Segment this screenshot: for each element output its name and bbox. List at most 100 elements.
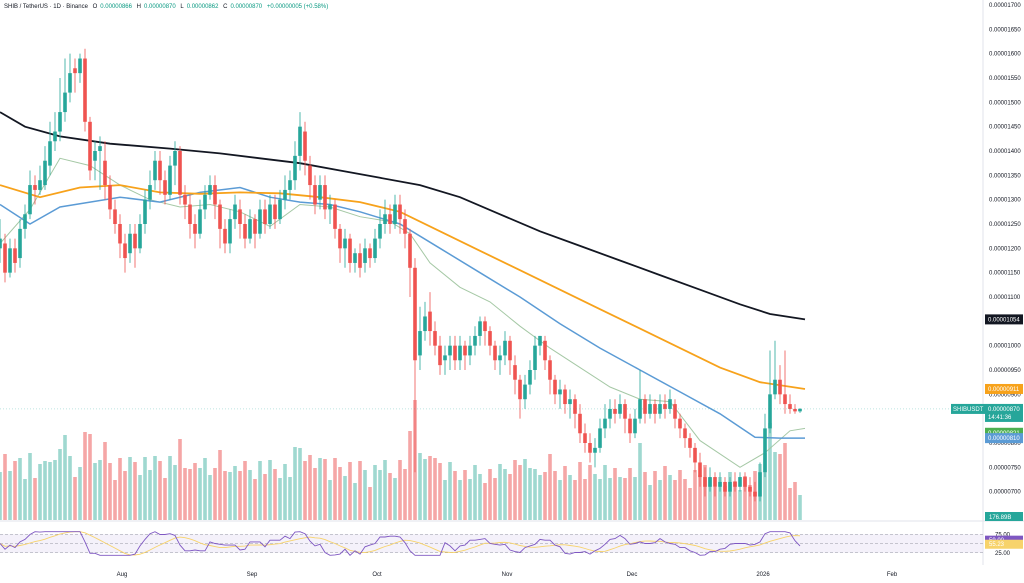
- candle-body: [728, 481, 732, 492]
- volume-bar: [183, 468, 187, 520]
- price-tick-label: 0.00001100: [989, 295, 1021, 301]
- volume-bar: [303, 461, 307, 520]
- rsi-level-label: 75.00: [995, 532, 1011, 538]
- price-tag-bg: [985, 433, 1023, 444]
- volume-bars: [0, 400, 802, 520]
- volume-bar: [778, 454, 782, 520]
- volume-bar: [448, 462, 452, 520]
- volume-bar: [123, 471, 127, 520]
- candle-body: [683, 428, 687, 439]
- volume-bar: [218, 450, 222, 520]
- volume-bar: [763, 453, 767, 520]
- volume-bar: [598, 479, 602, 520]
- volume-bar: [513, 460, 517, 520]
- price-tick-label: 0.00001600: [989, 52, 1021, 58]
- volume-bar: [498, 464, 502, 520]
- volume-bar: [593, 474, 597, 520]
- candle-body: [663, 404, 667, 409]
- volume-bar: [273, 469, 277, 520]
- candle-body: [48, 141, 52, 166]
- candle-body: [413, 267, 417, 361]
- candle-body: [228, 219, 232, 244]
- candle-body: [278, 199, 282, 220]
- volume-bar: [738, 490, 742, 520]
- volume-bar: [623, 478, 627, 520]
- candle-body: [283, 189, 287, 200]
- candle-body: [618, 404, 622, 414]
- price-tags: 0.00001054 0.00000911 SHIBUSDT 0.00000870 14…: [0, 314, 1023, 521]
- volume-bar: [543, 472, 547, 520]
- volume-bar: [248, 470, 252, 520]
- candle-body: [353, 253, 357, 263]
- candle-body: [133, 233, 137, 249]
- volume-bar: [663, 466, 667, 520]
- candle-body: [528, 370, 532, 385]
- candle-body: [708, 477, 712, 487]
- volume-bar: [108, 463, 112, 520]
- volume-bar: [43, 461, 47, 520]
- volume-tag: 176.89B: [989, 515, 1011, 521]
- volume-tag-bg: [985, 512, 1023, 521]
- candle-body: [418, 331, 422, 356]
- volume-bar: [18, 458, 22, 520]
- volume-bar: [423, 459, 427, 520]
- volume-bar: [178, 439, 182, 520]
- volume-bar: [263, 474, 267, 520]
- price-tick-label: 0.00000750: [989, 465, 1021, 471]
- candle-body: [103, 160, 107, 186]
- candle-body: [273, 204, 277, 220]
- candle-body: [563, 389, 567, 405]
- volume-bar: [158, 461, 162, 520]
- volume-bar: [58, 449, 62, 520]
- candle-body: [328, 204, 332, 210]
- candle-body: [648, 404, 652, 414]
- candle-body: [108, 185, 112, 210]
- volume-bar: [673, 480, 677, 520]
- volume-bar: [318, 458, 322, 520]
- candle-body: [318, 185, 322, 200]
- candle-body: [0, 238, 2, 249]
- volume-bar: [368, 487, 372, 520]
- candle-body: [738, 477, 742, 487]
- volume-bar: [0, 472, 2, 520]
- volume-bar: [328, 480, 332, 520]
- volume-bar: [333, 458, 337, 520]
- price-tag-countdown: 14:41:36: [988, 415, 1012, 421]
- candle-body: [548, 360, 552, 380]
- candle-body: [443, 355, 447, 361]
- volume-bar: [483, 483, 487, 520]
- volume-bar: [588, 465, 592, 520]
- candle-body: [298, 126, 302, 156]
- volume-bar: [443, 480, 447, 520]
- candle-body: [308, 165, 312, 186]
- price-tick-label: 0.00001700: [989, 3, 1021, 9]
- time-axis: Aug Sep Oct Nov Dec 2026 Feb: [117, 572, 898, 578]
- candle-body: [693, 447, 697, 463]
- price-tag-symbol: SHIBUSDT: [953, 407, 984, 413]
- volume-bar: [313, 468, 317, 520]
- volume-bar: [698, 475, 702, 520]
- volume-bar: [438, 463, 442, 520]
- candle-body: [398, 204, 402, 220]
- open-value: 0.00000866: [100, 4, 132, 10]
- price-tick-label: 0.00000950: [989, 368, 1021, 374]
- volume-bar: [358, 461, 362, 520]
- volume-bar: [173, 465, 177, 520]
- volume-bar: [658, 480, 662, 520]
- time-tick-label: Feb: [887, 572, 898, 578]
- candle-body: [458, 345, 462, 361]
- volume-bar: [648, 485, 652, 520]
- candle-body: [698, 462, 702, 478]
- candle-body: [383, 214, 387, 224]
- price-tick-label: 0.00001000: [989, 344, 1021, 350]
- price-tick-label: 0.00000900: [989, 392, 1021, 398]
- candle-body: [578, 413, 582, 434]
- candle-body: [788, 404, 792, 409]
- volume-bar: [418, 453, 422, 520]
- candle-body: [138, 224, 142, 249]
- volume-bar: [773, 452, 777, 520]
- candle-body: [163, 180, 167, 195]
- candle-body: [223, 228, 227, 244]
- candle-body: [453, 345, 457, 361]
